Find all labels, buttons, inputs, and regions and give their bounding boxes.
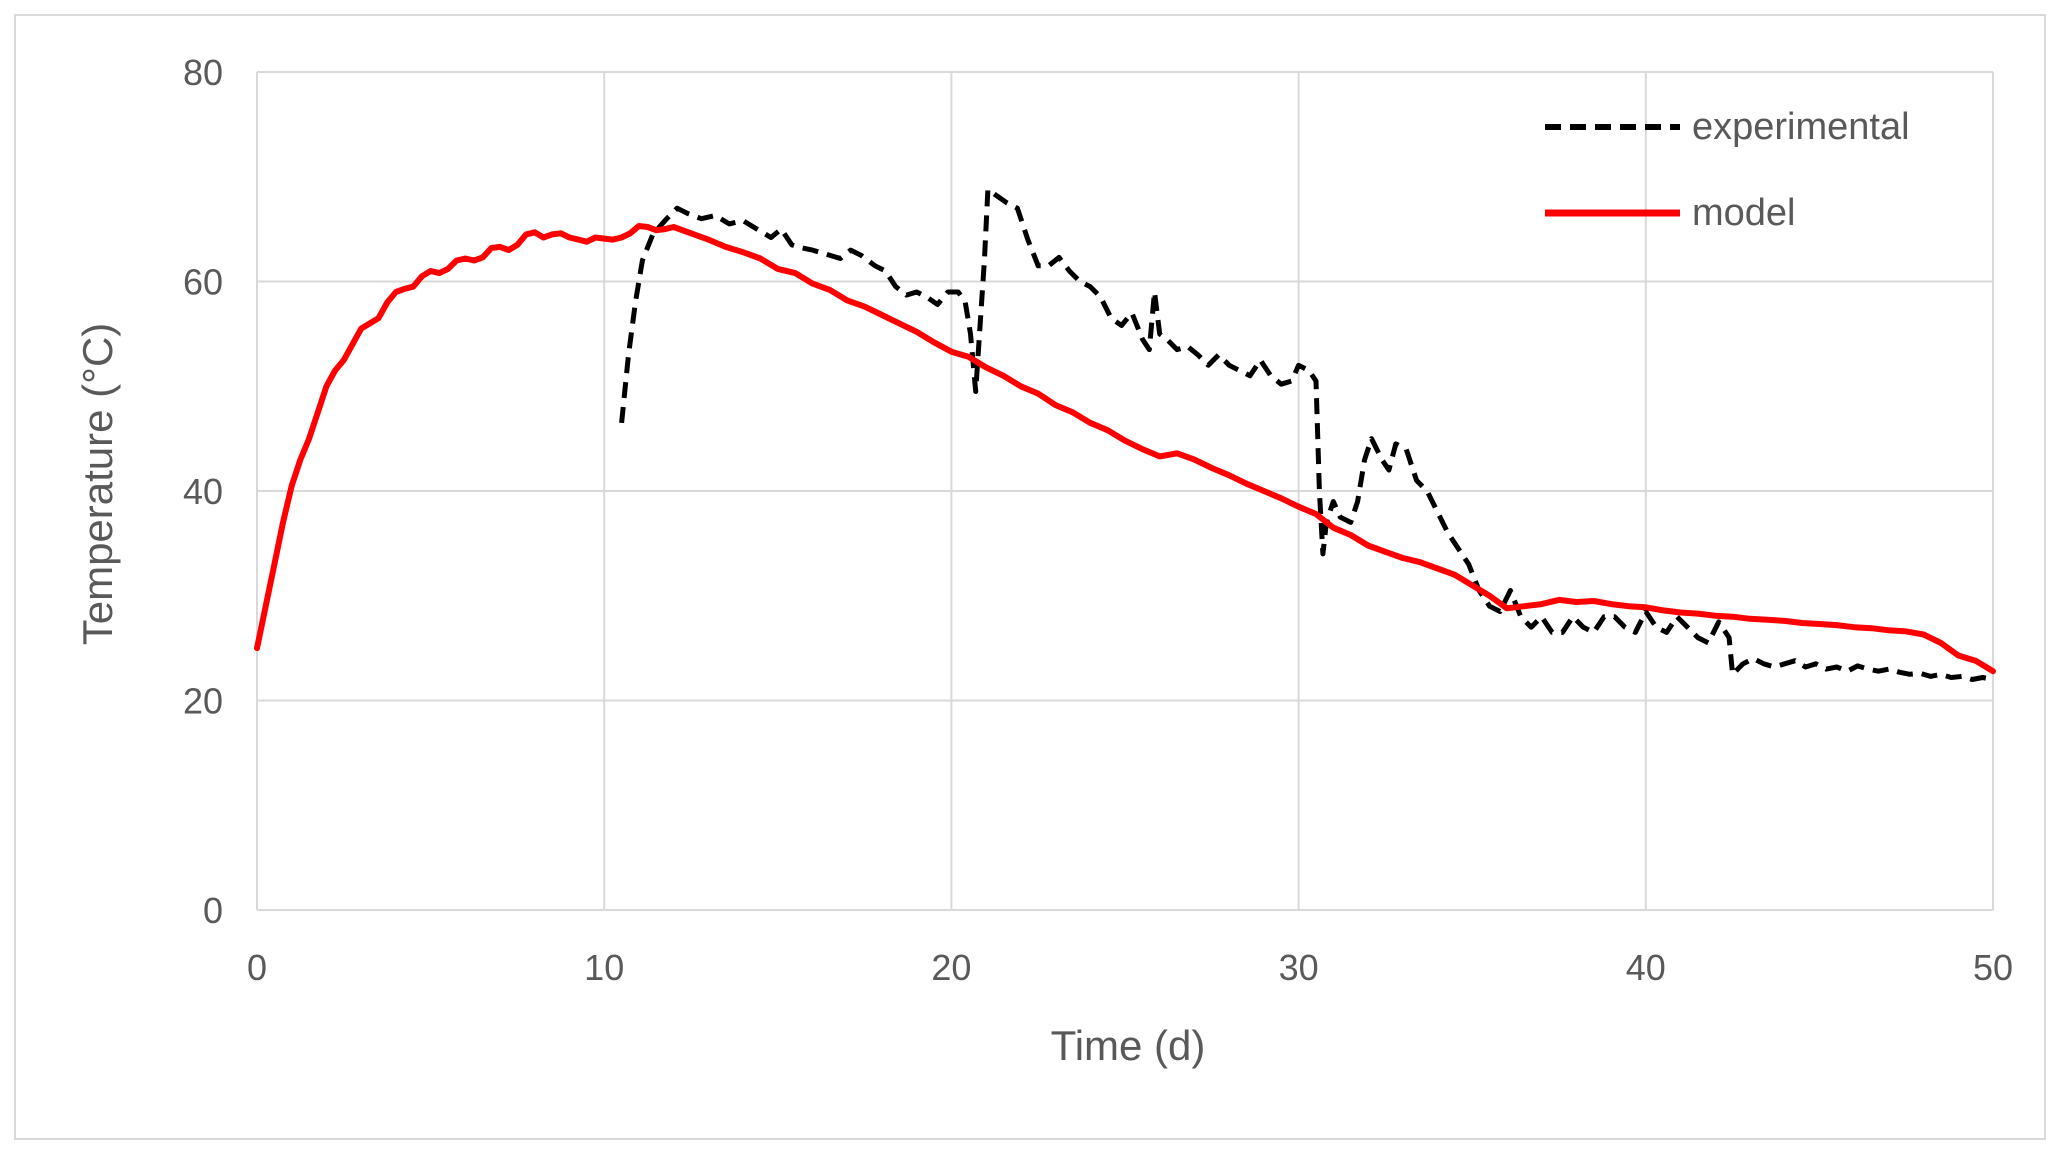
y-tick-label: 40 bbox=[183, 471, 223, 512]
legend-label-experimental: experimental bbox=[1692, 106, 1910, 148]
y-tick-label: 20 bbox=[183, 681, 223, 722]
legend: experimental model bbox=[1545, 106, 1910, 234]
x-axis-title: Time (d) bbox=[1051, 1022, 1206, 1069]
series-line-experimental bbox=[619, 186, 1994, 682]
legend-label-model: model bbox=[1692, 192, 1796, 234]
tick-labels: 0 20 40 60 80 0 10 20 30 40 50 bbox=[183, 52, 2013, 988]
x-tick-label: 30 bbox=[1279, 947, 1319, 988]
y-tick-label: 80 bbox=[183, 52, 223, 93]
axes bbox=[256, 72, 1993, 911]
series-lines bbox=[254, 186, 1996, 682]
x-tick-label: 10 bbox=[584, 947, 624, 988]
x-tick-label: 0 bbox=[247, 947, 267, 988]
y-tick-label: 60 bbox=[183, 262, 223, 303]
x-tick-label: 40 bbox=[1626, 947, 1666, 988]
y-tick-label: 0 bbox=[203, 890, 223, 931]
x-tick-label: 20 bbox=[931, 947, 971, 988]
chart-frame bbox=[14, 14, 2046, 1140]
x-tick-label: 50 bbox=[1973, 947, 2013, 988]
y-axis-title: Temperature (°C) bbox=[74, 323, 121, 646]
series-line-model bbox=[254, 223, 1996, 675]
grid-lines bbox=[257, 71, 1994, 910]
